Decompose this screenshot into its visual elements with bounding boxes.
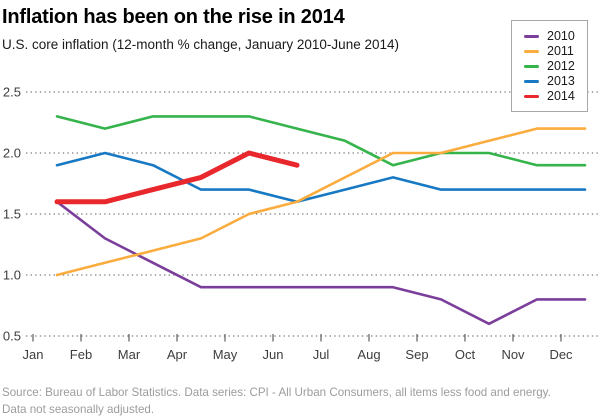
- y-axis-label: 2.5: [3, 85, 21, 100]
- series-line-2013: [55, 151, 587, 204]
- x-axis-label: Dec: [549, 347, 573, 362]
- y-axis-label: 0.5: [3, 329, 21, 344]
- series-line-2011: [55, 127, 587, 277]
- x-axis-label: May: [213, 347, 238, 362]
- chart-title: Inflation has been on the rise in 2014: [2, 6, 345, 28]
- legend-item-2011: 2011: [524, 44, 587, 58]
- legend-item-2014: 2014: [524, 89, 587, 103]
- x-axis-label: Sep: [405, 347, 428, 362]
- series-line-2014: [54, 150, 300, 205]
- source-line-2: Data not seasonally adjusted.: [2, 402, 155, 416]
- x-axis-label: Jun: [263, 347, 284, 362]
- legend-label: 2012: [547, 59, 575, 73]
- x-axis-label: Apr: [167, 347, 188, 362]
- x-axis-label: Mar: [118, 347, 141, 362]
- series-line-2012: [55, 115, 587, 167]
- y-axis-label: 1.5: [3, 207, 21, 222]
- x-axis-label: Jul: [313, 347, 330, 362]
- legend-item-2010: 2010: [524, 29, 587, 43]
- legend-swatch-2014: [524, 94, 539, 98]
- legend-label: 2011: [547, 44, 574, 58]
- legend-item-2013: 2013: [524, 74, 587, 88]
- legend-label: 2010: [547, 29, 575, 43]
- legend-label: 2014: [547, 89, 575, 103]
- x-axis-label: Nov: [501, 347, 525, 362]
- x-axis-label: Feb: [70, 347, 92, 362]
- chart-subtitle: U.S. core inflation (12-month % change, …: [2, 37, 399, 52]
- x-axis-label: Aug: [357, 347, 380, 362]
- y-axis-label: 1.0: [3, 268, 21, 283]
- source-line-1: Source: Bureau of Labor Statistics. Data…: [2, 386, 551, 399]
- legend: 2010 2011 2012 2013 2014: [511, 20, 588, 112]
- legend-swatch-2013: [524, 79, 539, 83]
- x-axis-label: Jan: [23, 347, 44, 362]
- legend-item-2012: 2012: [524, 59, 587, 73]
- series-line-2010: [55, 200, 587, 326]
- legend-swatch-2010: [524, 34, 539, 38]
- legend-label: 2013: [547, 74, 575, 88]
- legend-swatch-2012: [524, 64, 539, 68]
- y-axis-label: 2.0: [3, 146, 21, 161]
- source-note: Source: Bureau of Labor Statistics. Data…: [2, 385, 551, 418]
- x-axis-label: Oct: [455, 347, 476, 362]
- legend-swatch-2011: [524, 49, 539, 53]
